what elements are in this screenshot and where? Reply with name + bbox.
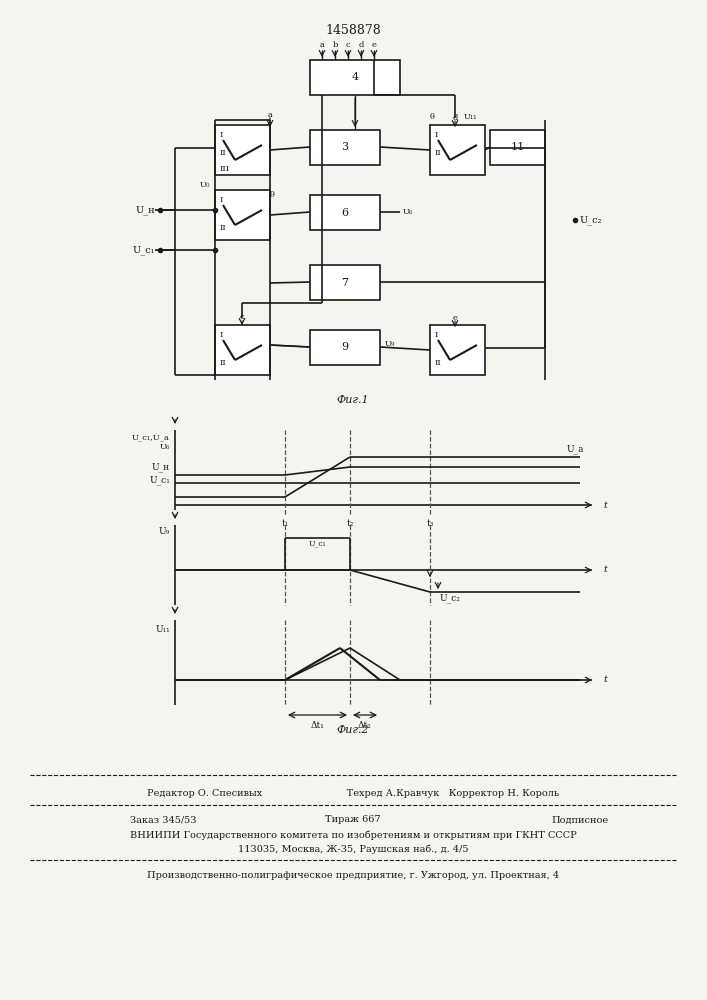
Text: II: II [220, 224, 227, 232]
Text: U₀: U₀ [199, 181, 210, 189]
Text: Тираж 667: Тираж 667 [325, 816, 381, 824]
Text: c: c [346, 41, 350, 49]
Text: II: II [220, 149, 227, 157]
Bar [310, 265, 380, 300]
Text: U_c₁: U_c₁ [309, 539, 327, 547]
Text: U_c₂: U_c₂ [580, 215, 602, 225]
Text: U₉: U₉ [385, 340, 395, 348]
Bar [215, 125, 270, 175]
Text: 6: 6 [341, 208, 349, 218]
Text: II: II [435, 149, 442, 157]
Text: a: a [320, 41, 325, 49]
Text: Δt₂: Δt₂ [358, 720, 372, 730]
Text: a: a [267, 111, 272, 119]
Bar [430, 125, 485, 175]
Text: III: III [220, 165, 230, 173]
Text: θ: θ [430, 113, 434, 121]
Text: t: t [603, 676, 607, 684]
Text: U₆: U₆ [160, 443, 170, 451]
Text: t₂: t₂ [346, 518, 354, 528]
Text: t: t [603, 500, 607, 510]
Text: U_c₁,U_a: U_c₁,U_a [132, 433, 170, 441]
Text: e: e [452, 314, 457, 322]
Text: 1458878: 1458878 [325, 23, 381, 36]
Text: II: II [435, 359, 442, 367]
Text: Фиг.2: Фиг.2 [337, 725, 369, 735]
Text: c: c [240, 313, 245, 321]
Text: U_c₁: U_c₁ [132, 245, 155, 255]
Text: I: I [220, 196, 223, 204]
Text: U_н: U_н [152, 462, 170, 472]
Text: 4: 4 [351, 73, 358, 83]
Bar [215, 190, 270, 240]
Text: d: d [452, 114, 457, 122]
Bar [310, 60, 400, 95]
Text: t: t [603, 566, 607, 574]
Text: U₉: U₉ [159, 528, 170, 536]
Text: t₃: t₃ [426, 518, 433, 528]
Bar [310, 195, 380, 230]
Text: 3: 3 [341, 142, 349, 152]
Text: I: I [220, 331, 223, 339]
Text: e: e [372, 41, 376, 49]
Text: 11: 11 [510, 142, 525, 152]
Text: Заказ 345/53: Заказ 345/53 [130, 816, 197, 824]
Text: Производственно-полиграфическое предприятие, г. Ужгород, ул. Проектная, 4: Производственно-полиграфическое предприя… [147, 870, 559, 880]
Text: t₁: t₁ [281, 518, 288, 528]
Text: ВНИИПИ Государственного комитета по изобретениям и открытиям при ГКНТ СССР: ВНИИПИ Государственного комитета по изоб… [129, 830, 576, 840]
Text: U₁₁: U₁₁ [156, 626, 170, 635]
Text: Фиг.1: Фиг.1 [337, 395, 369, 405]
Bar [215, 325, 270, 375]
Bar [310, 330, 380, 365]
Text: U_c₂: U_c₂ [440, 593, 460, 603]
Bar [430, 325, 485, 375]
Text: U_н: U_н [135, 205, 155, 215]
Text: U₁₁: U₁₁ [463, 113, 477, 121]
Text: I: I [220, 131, 223, 139]
Bar [490, 130, 545, 165]
Text: II: II [220, 359, 227, 367]
Text: U_a: U_a [566, 444, 584, 454]
Text: θ: θ [269, 191, 274, 199]
Text: d: d [358, 41, 363, 49]
Text: 9: 9 [341, 342, 349, 353]
Text: 7: 7 [341, 277, 349, 288]
Text: I: I [435, 331, 438, 339]
Text: Δt₁: Δt₁ [310, 720, 325, 730]
Text: 113035, Москва, Ж-35, Раушская наб., д. 4/5: 113035, Москва, Ж-35, Раушская наб., д. … [238, 844, 468, 854]
Text: I: I [435, 131, 438, 139]
Text: Подписное: Подписное [551, 816, 609, 824]
Text: Редактор О. Спесивых                           Техред А.Кравчук   Корректор Н. К: Редактор О. Спесивых Техред А.Кравчук Ко… [147, 788, 559, 798]
Text: U₆: U₆ [403, 208, 413, 216]
Text: b: b [332, 41, 338, 49]
Bar [310, 130, 380, 165]
Text: U_c₁: U_c₁ [149, 475, 170, 485]
